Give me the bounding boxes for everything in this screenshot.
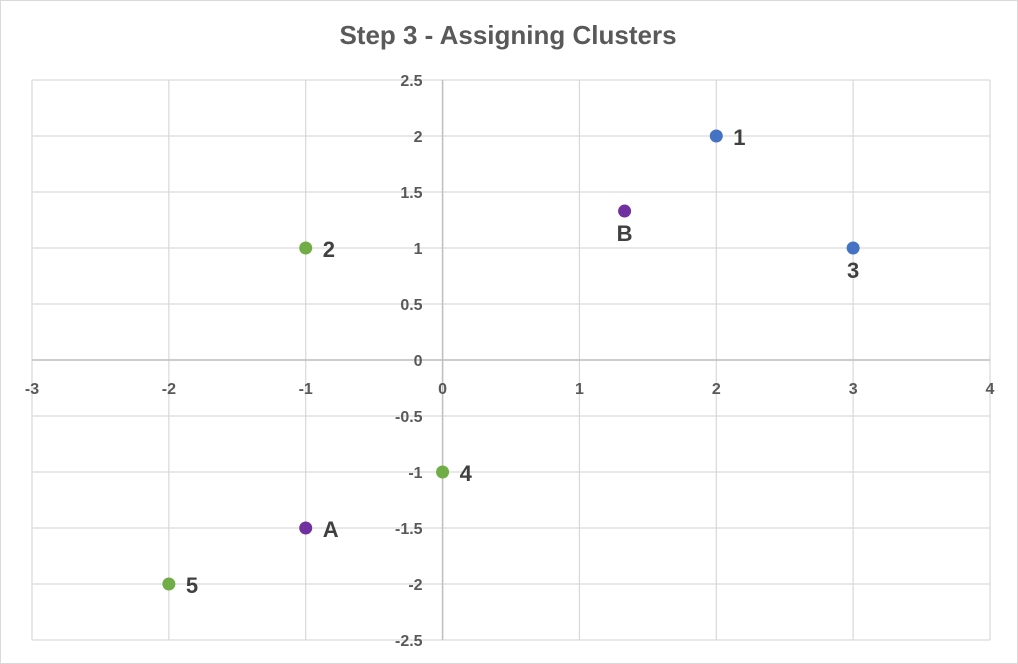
y-tick-label: 2 xyxy=(414,129,423,146)
axes xyxy=(32,80,990,640)
data-point-2 xyxy=(299,241,313,255)
point-label-3: 3 xyxy=(847,258,859,283)
x-tick-label: 2 xyxy=(712,381,721,398)
data-points xyxy=(162,129,860,591)
point-labels: 1 3 2 4 5 A B xyxy=(186,125,859,598)
data-point-4 xyxy=(436,465,450,479)
y-tick-label: -0.5 xyxy=(395,409,423,426)
x-tick-label: -1 xyxy=(299,381,313,398)
y-tick-label: 1.5 xyxy=(400,185,422,202)
x-tick-label: 3 xyxy=(849,381,858,398)
x-tick-label: 1 xyxy=(575,381,584,398)
x-tick-label: -2 xyxy=(162,381,176,398)
y-tick-label: -1.5 xyxy=(395,521,423,538)
y-tick-label: -2 xyxy=(408,577,422,594)
y-tick-label: 1 xyxy=(414,241,423,258)
data-point-1 xyxy=(709,129,723,143)
y-tick-label: 0.5 xyxy=(400,297,422,314)
chart-title: Step 3 - Assigning Clusters xyxy=(339,20,676,50)
y-tick-label: -1 xyxy=(408,465,422,482)
data-point-a xyxy=(299,521,313,535)
point-label-4: 4 xyxy=(460,461,473,486)
data-point-5 xyxy=(162,577,176,591)
point-label-1: 1 xyxy=(733,125,745,150)
y-tick-label: -2.5 xyxy=(395,633,423,650)
data-point-3 xyxy=(846,241,860,255)
x-tick-label: 0 xyxy=(438,381,447,398)
point-label-a: A xyxy=(323,517,339,542)
data-point-b xyxy=(618,204,632,218)
x-tick-label: -3 xyxy=(25,381,39,398)
y-tick-label: 2.5 xyxy=(400,73,422,90)
point-label-5: 5 xyxy=(186,573,198,598)
tick-labels: -3 -2 -1 0 1 2 3 4 2.5 2 1.5 1 0.5 0 -0.5 -1 -1.5 -2 -2.5 xyxy=(25,73,995,650)
point-label-b: B xyxy=(617,221,633,246)
y-tick-label: 0 xyxy=(414,353,423,370)
point-label-2: 2 xyxy=(323,237,335,262)
x-tick-label: 4 xyxy=(986,381,995,398)
